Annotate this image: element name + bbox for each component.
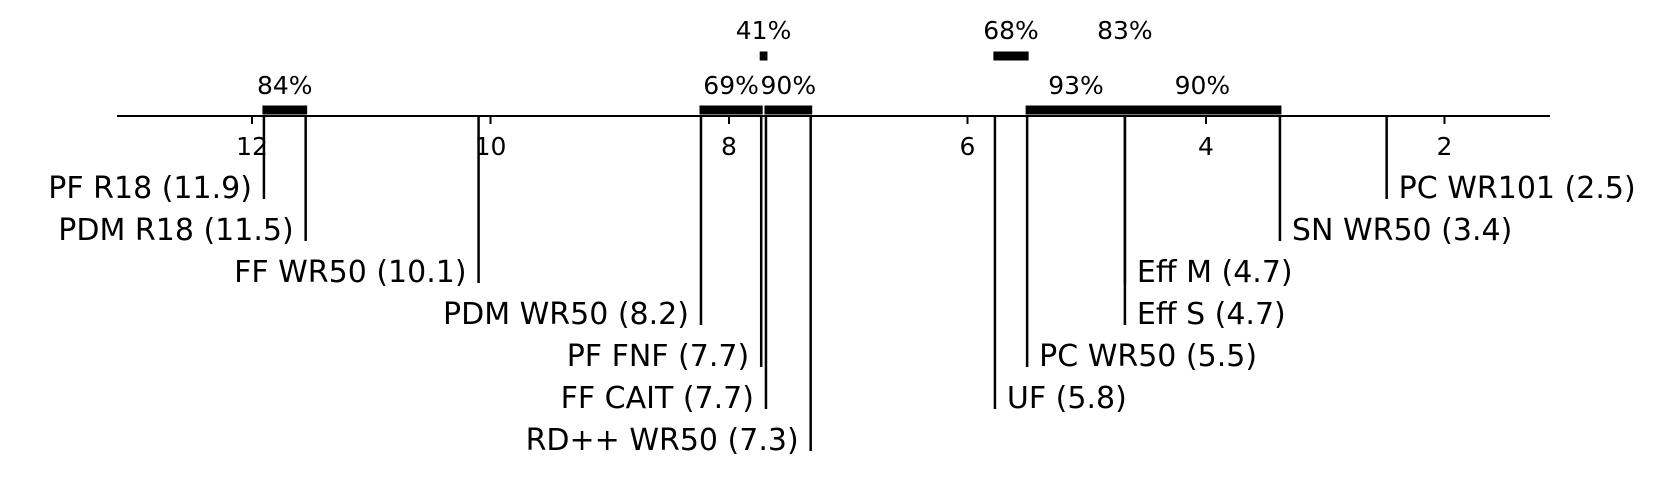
method-label: PDM R18 (11.5) (58, 213, 293, 248)
method-label: SN WR50 (3.4) (1292, 213, 1512, 248)
group-bars: 84% 69% 90% 93% 90%41% 68% 83% (257, 16, 1282, 115)
axis-ticks: 12 10 8 6 4 2 (236, 116, 1452, 161)
method-label: FF WR50 (10.1) (234, 255, 466, 290)
method-label: PF FNF (7.7) (567, 339, 750, 374)
group-bar (1123, 105, 1282, 115)
axis-tick-label: 6 (960, 132, 976, 161)
group-percent-label: 90% (1175, 71, 1231, 100)
group-percent-label: 90% (761, 71, 817, 100)
axis-tick-label: 8 (721, 132, 737, 161)
group-bar (1025, 105, 1127, 115)
group-bar (764, 105, 813, 115)
method-label: PC WR101 (2.5) (1399, 171, 1636, 206)
group-percent-label: 69% (703, 71, 759, 100)
group-percent-label: 84% (257, 71, 313, 100)
group-bar (262, 105, 308, 115)
group-percent-label: 41% (736, 16, 792, 45)
group-bar (759, 51, 768, 61)
axis-tick-label: 4 (1198, 132, 1214, 161)
method-label: Eff S (4.7) (1137, 297, 1286, 332)
method-label: UF (5.8) (1007, 381, 1127, 416)
method-label: PF R18 (11.9) (48, 171, 252, 206)
method-label: PDM WR50 (8.2) (443, 297, 689, 332)
method-lines (262, 116, 1388, 451)
group-percent-label: 68% (983, 16, 1039, 45)
axis-tick-label: 2 (1437, 132, 1453, 161)
group-bar (993, 51, 1029, 61)
axis-tick-label: 12 (236, 132, 268, 161)
method-label: RD++ WR50 (7.3) (526, 423, 799, 458)
group-bar (699, 105, 763, 115)
method-label: Eff M (4.7) (1137, 255, 1293, 290)
group-percent-label: 83% (1097, 16, 1153, 45)
method-label: PC WR50 (5.5) (1039, 339, 1257, 374)
method-label: FF CAIT (7.7) (561, 381, 754, 416)
method-labels: PF R18 (11.9) PDM R18 (11.5) FF WR50 (10.1… (48, 171, 1635, 458)
axis-tick-label: 10 (475, 132, 507, 161)
group-percent-label: 93% (1048, 71, 1104, 100)
